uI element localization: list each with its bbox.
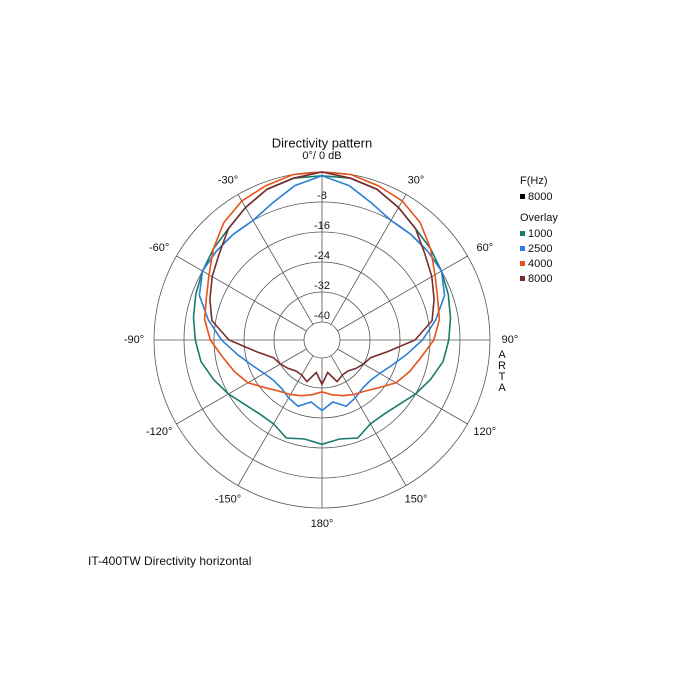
theta-tick-label: -150° [215,493,241,505]
legend-label: 8000 [528,191,552,203]
theta-tick-label: 120° [473,426,496,438]
grid-spoke [176,255,307,332]
grid-spoke [330,355,407,486]
theta-tick-label: -30° [218,175,238,187]
side-label: A [498,349,506,361]
legend-swatch [520,246,525,251]
theta-tick-label: 0°/ 0 dB [302,150,341,162]
grid-spoke [330,194,407,325]
theta-tick-label: -120° [146,426,172,438]
legend-label: 2500 [528,243,552,255]
side-label: A [498,382,506,394]
theta-tick-label: 90° [502,334,519,346]
theta-tick-label: 180° [311,518,334,530]
grid-ring [303,321,341,359]
legend-swatch [520,231,525,236]
series-line [198,174,446,412]
legend-swatch [520,261,525,266]
grid-spoke [176,348,307,425]
chart-title: Directivity pattern [272,135,372,150]
theta-tick-label: -90° [124,334,144,346]
grid-spoke [337,348,468,425]
side-label: R [498,360,506,372]
theta-tick-label: 150° [405,493,428,505]
legend-label: 1000 [528,228,552,240]
theta-tick-label: 30° [408,175,425,187]
legend-swatch [520,194,525,199]
legend-title: Overlay [520,212,558,224]
legend-title: F(Hz) [520,175,548,187]
theta-tick-label: -60° [149,242,169,254]
caption: IT-400TW Directivity horizontal [88,554,251,568]
series-line [209,171,435,387]
legend-swatch [520,276,525,281]
theta-tick-label: 60° [476,242,493,254]
side-label: T [499,371,506,383]
legend-label: 4000 [528,258,552,270]
grid-spoke [237,194,314,325]
grid-spoke [237,355,314,486]
grid-spoke [337,255,468,332]
legend-label: 8000 [528,273,552,285]
